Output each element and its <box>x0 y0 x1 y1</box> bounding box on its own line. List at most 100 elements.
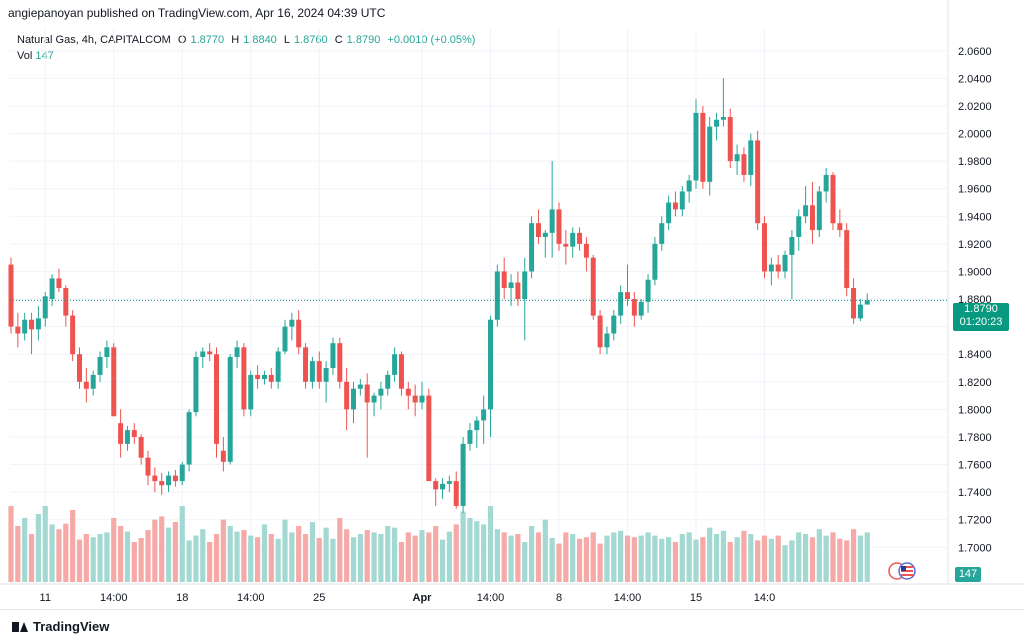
candle-body <box>22 319 28 334</box>
candle-body <box>282 326 288 352</box>
candle-body <box>248 374 254 410</box>
candle-body <box>241 347 247 410</box>
y-tick-label: 1.8400 <box>958 349 992 361</box>
tradingview-logo[interactable]: TradingView <box>12 619 109 634</box>
volume-bar <box>734 537 740 582</box>
candle-body <box>255 374 261 380</box>
candle-body <box>535 223 541 237</box>
candle-body <box>693 112 699 181</box>
candle-body <box>104 347 110 357</box>
candle-body <box>453 481 459 506</box>
candle-body <box>15 326 21 334</box>
footer-divider <box>0 609 1024 610</box>
candle-body <box>488 319 493 410</box>
candle-body <box>49 278 55 300</box>
candle-body <box>707 126 713 182</box>
volume-bar <box>8 506 14 582</box>
volume-bar <box>830 532 836 582</box>
x-tick-label: 11 <box>40 592 51 604</box>
candle-body <box>351 388 356 410</box>
volume-bar <box>330 538 336 582</box>
candle-body <box>618 292 624 316</box>
volume-bar <box>748 534 754 582</box>
candle-body <box>8 264 14 327</box>
y-tick-label: 1.8000 <box>958 404 992 416</box>
candle-body <box>762 223 767 272</box>
candle-body <box>412 395 418 403</box>
volume-bar <box>803 534 809 582</box>
volume-value: 147 <box>35 50 54 62</box>
candle-body <box>227 356 233 462</box>
candle-body <box>131 430 137 437</box>
candle-body <box>775 264 781 272</box>
candle-body <box>645 279 651 302</box>
volume-bar <box>439 539 446 582</box>
volume-bar <box>241 530 247 582</box>
candle-body <box>392 354 398 375</box>
candle-body <box>268 374 274 382</box>
volume-bar <box>56 529 62 582</box>
volume-bar <box>707 527 713 582</box>
volume-bar <box>344 529 350 582</box>
volume-bar <box>200 529 206 582</box>
x-tick-label: 8 <box>556 592 562 604</box>
volume-bar <box>172 522 178 582</box>
volume-bar <box>392 527 398 582</box>
volume-bar <box>782 545 788 582</box>
candle-body <box>193 356 199 413</box>
y-tick-label: 1.7000 <box>958 542 992 554</box>
candle-body <box>316 361 322 382</box>
volume-bar <box>611 532 617 582</box>
volume-bar <box>385 526 391 582</box>
candle-body <box>426 395 432 482</box>
volume-bar <box>460 511 466 582</box>
candle-body <box>323 368 329 382</box>
candle-body <box>357 384 363 389</box>
candle-body <box>56 278 62 289</box>
y-tick-label: 1.9200 <box>958 239 992 251</box>
candle-body <box>515 282 521 300</box>
volume-bar <box>796 532 802 582</box>
candle-body <box>234 347 240 357</box>
candle-body <box>200 351 206 357</box>
volume-bar <box>364 530 370 582</box>
candle-body <box>755 140 761 224</box>
volume-bar <box>508 535 514 582</box>
candle-body <box>542 232 548 237</box>
volume-bar <box>604 535 610 582</box>
volume-bar <box>535 532 542 582</box>
candle-body <box>152 475 158 482</box>
volume-bar <box>645 532 651 582</box>
volume-bar <box>583 537 589 582</box>
candle-body <box>803 205 809 217</box>
volume-bar <box>556 543 562 582</box>
candle-body <box>857 304 863 319</box>
candle-body <box>214 354 219 444</box>
volume-bar <box>63 523 69 582</box>
candle-body <box>830 174 836 224</box>
candle-body <box>166 475 172 486</box>
candle-body <box>748 140 754 175</box>
candlesticks <box>8 78 870 513</box>
flag-icon[interactable] <box>885 561 919 581</box>
candle-body <box>42 296 48 319</box>
volume-bar <box>378 534 384 582</box>
volume-bars <box>8 506 870 582</box>
candle-body <box>844 230 850 289</box>
price-axis: 2.0600 2.0400 2.0200 2.0000 1.9800 1.9600 1.94… <box>947 0 992 584</box>
volume-bar <box>563 532 569 582</box>
volume-tag: 147 <box>955 567 981 582</box>
volume-bar <box>624 535 631 582</box>
candle-body <box>556 209 562 244</box>
candle-body <box>35 318 41 330</box>
price-chart[interactable]: 2.0600 2.0400 2.0200 2.0000 1.9800 1.9600 1.94… <box>0 0 1024 610</box>
volume-bar <box>323 527 329 582</box>
open-value: 1.8770 <box>190 34 225 46</box>
candle-body <box>686 180 692 192</box>
candle-body <box>625 292 630 300</box>
candle-body <box>768 264 774 272</box>
candle-body <box>672 202 678 210</box>
candle-body <box>378 388 384 396</box>
symbol-legend: Natural Gas, 4h, CAPITALCOM O1.8770 H1.8… <box>17 34 479 46</box>
candle-body <box>186 412 192 465</box>
